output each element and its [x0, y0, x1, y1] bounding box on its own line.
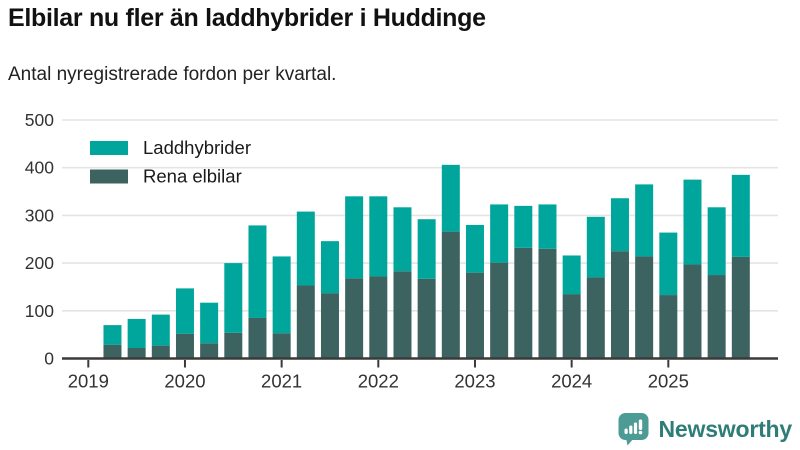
bar-segment-laddhybrider: [635, 184, 654, 257]
bar-segment-laddhybrider: [417, 219, 436, 279]
x-tick-label: 2019: [68, 371, 109, 392]
legend-swatch-rena-elbilar: [90, 169, 128, 184]
legend-label-laddhybrider: Laddhybrider: [143, 137, 251, 158]
stacked-bar-chart: 0 100 200 300 400 500 2019 2020 2021 2022 2023 2024…: [0, 100, 800, 405]
bar-segment-rena-elbilar: [320, 293, 339, 359]
bar-segment-rena-elbilar: [465, 272, 484, 359]
newsworthy-bubble-icon: [618, 413, 649, 446]
y-tick-label: 0: [44, 349, 54, 369]
bar-segment-laddhybrider: [320, 241, 339, 294]
bar-segment-laddhybrider: [248, 225, 267, 318]
bar-segment-rena-elbilar: [441, 231, 460, 359]
legend-swatch-laddhybrider: [90, 141, 128, 155]
bar-segment-laddhybrider: [465, 224, 484, 273]
bar-segment-laddhybrider: [103, 325, 122, 345]
bar-segment-rena-elbilar: [514, 247, 533, 359]
bar-segment-laddhybrider: [659, 232, 678, 296]
newsworthy-wordmark: Newsworthy: [658, 415, 793, 442]
chart-canvas: 0 100 200 300 400 500 2019 2020 2021 2022 2023 2024…: [25, 110, 778, 392]
y-tick-label: 100: [25, 301, 54, 321]
bar-segment-laddhybrider: [490, 204, 509, 263]
bar-segment-rena-elbilar: [103, 344, 122, 359]
bar-segment-rena-elbilar: [248, 317, 267, 359]
bar-segment-rena-elbilar: [200, 343, 219, 359]
bar-segment-laddhybrider: [369, 196, 388, 277]
x-tick-label: 2024: [551, 371, 592, 392]
bar-segment-laddhybrider: [731, 174, 750, 257]
bar-segment-rena-elbilar: [296, 285, 315, 359]
bar-segment-laddhybrider: [514, 205, 533, 248]
bar-segment-rena-elbilar: [610, 251, 629, 359]
x-tick-label: 2020: [164, 371, 205, 392]
bar-segment-laddhybrider: [272, 256, 291, 334]
x-tick-label: 2025: [648, 371, 689, 392]
bar-segment-rena-elbilar: [345, 278, 364, 359]
bar-segment-rena-elbilar: [731, 256, 750, 359]
bar-segment-laddhybrider: [224, 263, 243, 333]
bar-segment-rena-elbilar: [562, 294, 581, 359]
bar-segment-rena-elbilar: [369, 276, 388, 359]
bar-segment-rena-elbilar: [490, 262, 509, 359]
bar-segment-laddhybrider: [562, 255, 581, 295]
bar-segment-rena-elbilar: [151, 345, 170, 359]
bar-segment-laddhybrider: [296, 211, 315, 286]
bar-segment-laddhybrider: [683, 179, 702, 265]
x-tick-label: 2023: [454, 371, 495, 392]
bar-segment-rena-elbilar: [707, 275, 726, 359]
bar-segment-rena-elbilar: [659, 295, 678, 359]
y-tick-label: 200: [25, 253, 54, 273]
newsworthy-logo: Newsworthy: [617, 412, 792, 446]
y-tick-label: 500: [25, 110, 54, 130]
bar-segment-laddhybrider: [175, 288, 194, 334]
bar-segment-rena-elbilar: [175, 333, 194, 359]
bar-segment-rena-elbilar: [224, 332, 243, 359]
bar-segment-laddhybrider: [707, 207, 726, 276]
bar-segment-laddhybrider: [586, 216, 605, 278]
bar-segment-rena-elbilar: [127, 348, 146, 359]
x-tick-label: 2022: [358, 371, 399, 392]
x-tick-label: 2021: [261, 371, 302, 392]
bar-segment-rena-elbilar: [586, 277, 605, 359]
bar-segment-rena-elbilar: [393, 271, 412, 359]
bar-segment-rena-elbilar: [635, 256, 654, 359]
bar-segment-rena-elbilar: [417, 278, 436, 359]
bar-segment-laddhybrider: [441, 164, 460, 232]
bar-segment-laddhybrider: [538, 204, 557, 249]
chart-title: Elbilar nu fler än laddhybrider i Huddin…: [8, 4, 486, 32]
bar-segment-laddhybrider: [151, 314, 170, 346]
chart-subtitle: Antal nyregistrerade fordon per kvartal.: [8, 64, 337, 85]
bar-segment-laddhybrider: [127, 318, 146, 349]
y-tick-label: 300: [25, 205, 54, 225]
bar-segment-laddhybrider: [610, 198, 629, 252]
bar-segment-laddhybrider: [345, 196, 364, 279]
y-tick-label: 400: [25, 158, 54, 178]
legend-label-rena-elbilar: Rena elbilar: [143, 166, 242, 187]
bar-segment-rena-elbilar: [272, 333, 291, 359]
bar-segment-rena-elbilar: [683, 264, 702, 359]
bar-segment-laddhybrider: [393, 207, 412, 272]
bar-segment-rena-elbilar: [538, 248, 557, 359]
bar-segment-laddhybrider: [200, 302, 219, 344]
